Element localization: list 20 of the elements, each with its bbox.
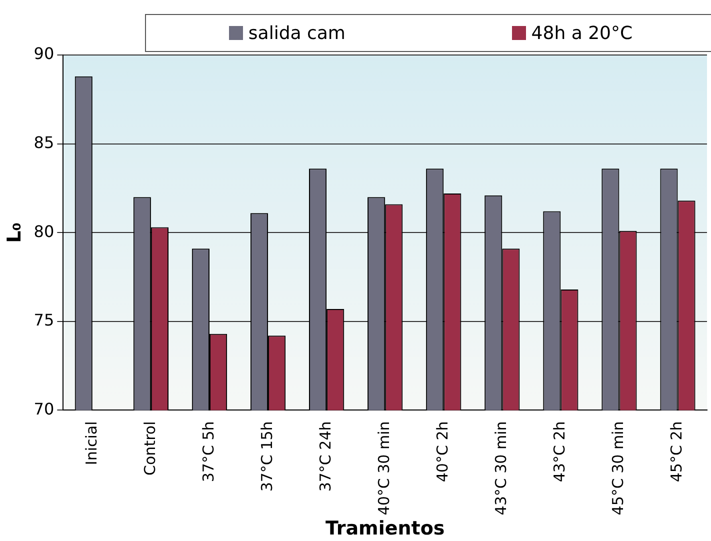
y-tick-label: 90 [34,44,54,64]
x-axis-title: Tramientos [325,518,445,540]
y-tick-label: 85 [34,132,54,152]
legend-label: salida cam [248,22,346,44]
x-tick-label: Inicial [82,421,100,466]
x-tick-label: 37°C 15h [258,421,276,492]
legend-label: 48h a 20°C [531,22,633,44]
x-tick-label: 43°C 2h [550,421,569,482]
y-tick-label: 70 [34,399,54,418]
x-tick-label: 43°C 30 min [492,421,510,516]
y-axis-title: L₀ [3,222,26,243]
x-tick-label: 40°C 30 min [374,421,393,516]
x-tick-label: Control [140,421,159,476]
x-tick-label: 37°C 5h [199,421,218,482]
x-tick-label: 45°C 30 min [609,421,628,516]
x-tick-label: 37°C 24h [316,421,334,492]
x-tick-label: 45°C 2h [668,421,686,482]
x-tick-label: 40°C 2h [434,421,452,482]
y-tick-label: 80 [34,222,54,241]
y-tick-label: 75 [34,310,54,330]
